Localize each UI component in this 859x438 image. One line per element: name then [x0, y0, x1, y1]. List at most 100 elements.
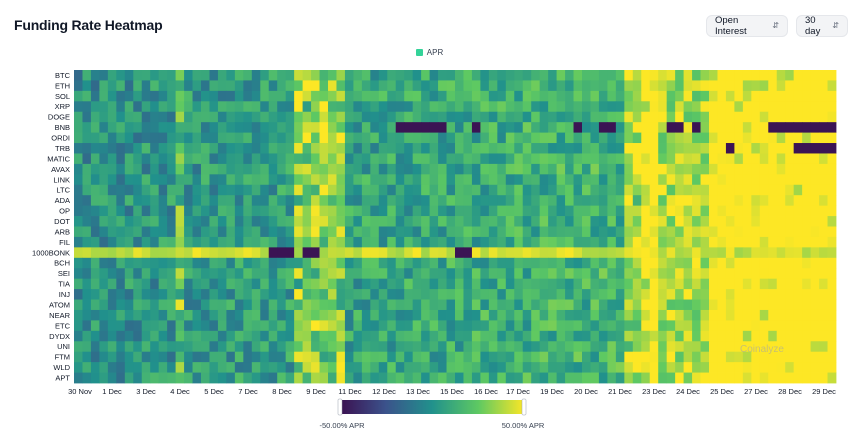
heatmap-cell [480, 90, 490, 102]
heatmap-cell [615, 90, 625, 102]
heatmap-cell [725, 132, 735, 144]
heatmap-cell [759, 320, 769, 332]
heatmap-cell [709, 278, 718, 290]
heatmap-cell [666, 247, 676, 259]
heatmap-cell [793, 247, 803, 259]
heatmap-cell [107, 153, 117, 165]
heatmap-cell [675, 163, 684, 175]
heatmap-cell [268, 153, 278, 165]
heatmap-cell [802, 70, 811, 81]
heatmap-cell [353, 330, 363, 342]
heatmap-cell [598, 163, 608, 175]
heatmap-cell [184, 70, 193, 81]
heatmap-cell [751, 80, 761, 92]
heatmap-cell [116, 362, 126, 373]
heatmap-cell [116, 163, 126, 175]
heatmap-cell [742, 226, 752, 238]
y-axis-label: FIL [59, 238, 70, 247]
heatmap-cell [107, 362, 117, 373]
heatmap-cell [471, 330, 481, 342]
heatmap-cell [658, 257, 668, 269]
heatmap-cell [480, 330, 490, 342]
heatmap-cell [158, 70, 168, 81]
heatmap-cell [624, 205, 634, 217]
heatmap-cell [683, 216, 693, 227]
heatmap-cell [658, 278, 668, 290]
heatmap-cell [175, 257, 185, 269]
heatmap-cell [209, 257, 219, 269]
heatmap-cell [607, 195, 617, 207]
period-select[interactable]: 30 day ⇵ [796, 15, 848, 37]
heatmap-cell [446, 122, 456, 133]
heatmap-cell [624, 122, 634, 133]
heatmap-cell [429, 90, 439, 102]
heatmap-cell [785, 184, 795, 196]
heatmap-cell [116, 111, 126, 123]
metric-select[interactable]: Open Interest ⇵ [706, 15, 788, 37]
heatmap-cell [709, 257, 718, 269]
heatmap-cell [361, 299, 371, 311]
heatmap-cell [285, 195, 295, 207]
heatmap-cell [412, 205, 422, 217]
scale-handle-max[interactable] [521, 398, 527, 416]
heatmap-cell [641, 330, 651, 342]
heatmap-cell [319, 216, 329, 227]
heatmap-cell [615, 70, 625, 81]
heatmap-cell [74, 247, 83, 259]
heatmap-cell [226, 174, 236, 186]
heatmap-cell [311, 122, 320, 133]
heatmap-cell [328, 278, 337, 290]
heatmap-cell [573, 205, 583, 217]
heatmap-cell [827, 153, 837, 165]
heatmap-cell [234, 90, 244, 102]
x-axis-label: 12 Dec [372, 387, 396, 396]
heatmap-cell [175, 299, 185, 311]
heatmap-cell [167, 90, 176, 102]
heatmap-cell [793, 80, 803, 92]
heatmap-cell [675, 351, 684, 363]
heatmap-cell [768, 372, 778, 384]
heatmap-cell [531, 372, 541, 384]
heatmap-cell [251, 330, 261, 342]
heatmap-cell [285, 341, 295, 353]
heatmap-cell [277, 236, 287, 248]
heatmap-cell [412, 236, 422, 248]
heatmap-cell [90, 111, 100, 123]
heatmap-cell [336, 163, 346, 175]
heatmap-cell [311, 309, 320, 321]
heatmap-cell [819, 153, 828, 165]
heatmap-cell [802, 132, 811, 144]
heatmap-cell [209, 143, 219, 154]
heatmap-cell [819, 143, 828, 154]
heatmap-cell [827, 174, 837, 186]
heatmap-cell [353, 236, 363, 248]
heatmap-cell [336, 216, 346, 227]
heatmap-cell [505, 163, 515, 175]
heatmap-cell [133, 132, 143, 144]
heatmap-cell [319, 90, 329, 102]
heatmap-cell [251, 90, 261, 102]
heatmap-cell [522, 236, 532, 248]
heatmap-cell [217, 143, 227, 154]
heatmap-cell [531, 90, 541, 102]
heatmap-cell [336, 372, 346, 384]
scale-handle-min[interactable] [337, 398, 343, 416]
heatmap-cell [700, 330, 710, 342]
heatmap-cell [412, 341, 422, 353]
heatmap-cell [404, 278, 414, 290]
heatmap-cell [133, 320, 143, 332]
heatmap-cell [184, 111, 193, 123]
heatmap-cell [192, 132, 202, 144]
heatmap-cell [700, 122, 710, 133]
heatmap-cell [455, 70, 464, 81]
heatmap-cell [658, 90, 668, 102]
heatmap-cell [336, 205, 346, 217]
heatmap-cell [277, 174, 287, 186]
heatmap-cell [387, 330, 397, 342]
heatmap-cell [759, 111, 769, 123]
x-axis-label: 15 Dec [440, 387, 464, 396]
heatmap-cell [336, 132, 346, 144]
heatmap-cell [471, 101, 481, 113]
heatmap-cell [734, 309, 744, 321]
heatmap-cell [158, 216, 168, 227]
